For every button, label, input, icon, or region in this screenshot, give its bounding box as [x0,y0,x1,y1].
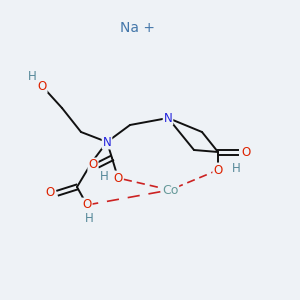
Text: O: O [242,146,250,158]
Text: Na +: Na + [121,21,155,35]
Text: O: O [82,199,91,212]
Text: Co: Co [162,184,178,196]
Text: O: O [88,158,98,172]
Text: O: O [38,80,46,92]
Text: H: H [100,169,108,182]
Text: H: H [85,212,93,224]
Text: N: N [164,112,172,124]
Text: H: H [28,70,36,83]
Text: O: O [113,172,123,184]
Text: H: H [232,161,240,175]
Text: O: O [213,164,223,176]
Text: O: O [45,187,55,200]
Text: N: N [103,136,111,148]
